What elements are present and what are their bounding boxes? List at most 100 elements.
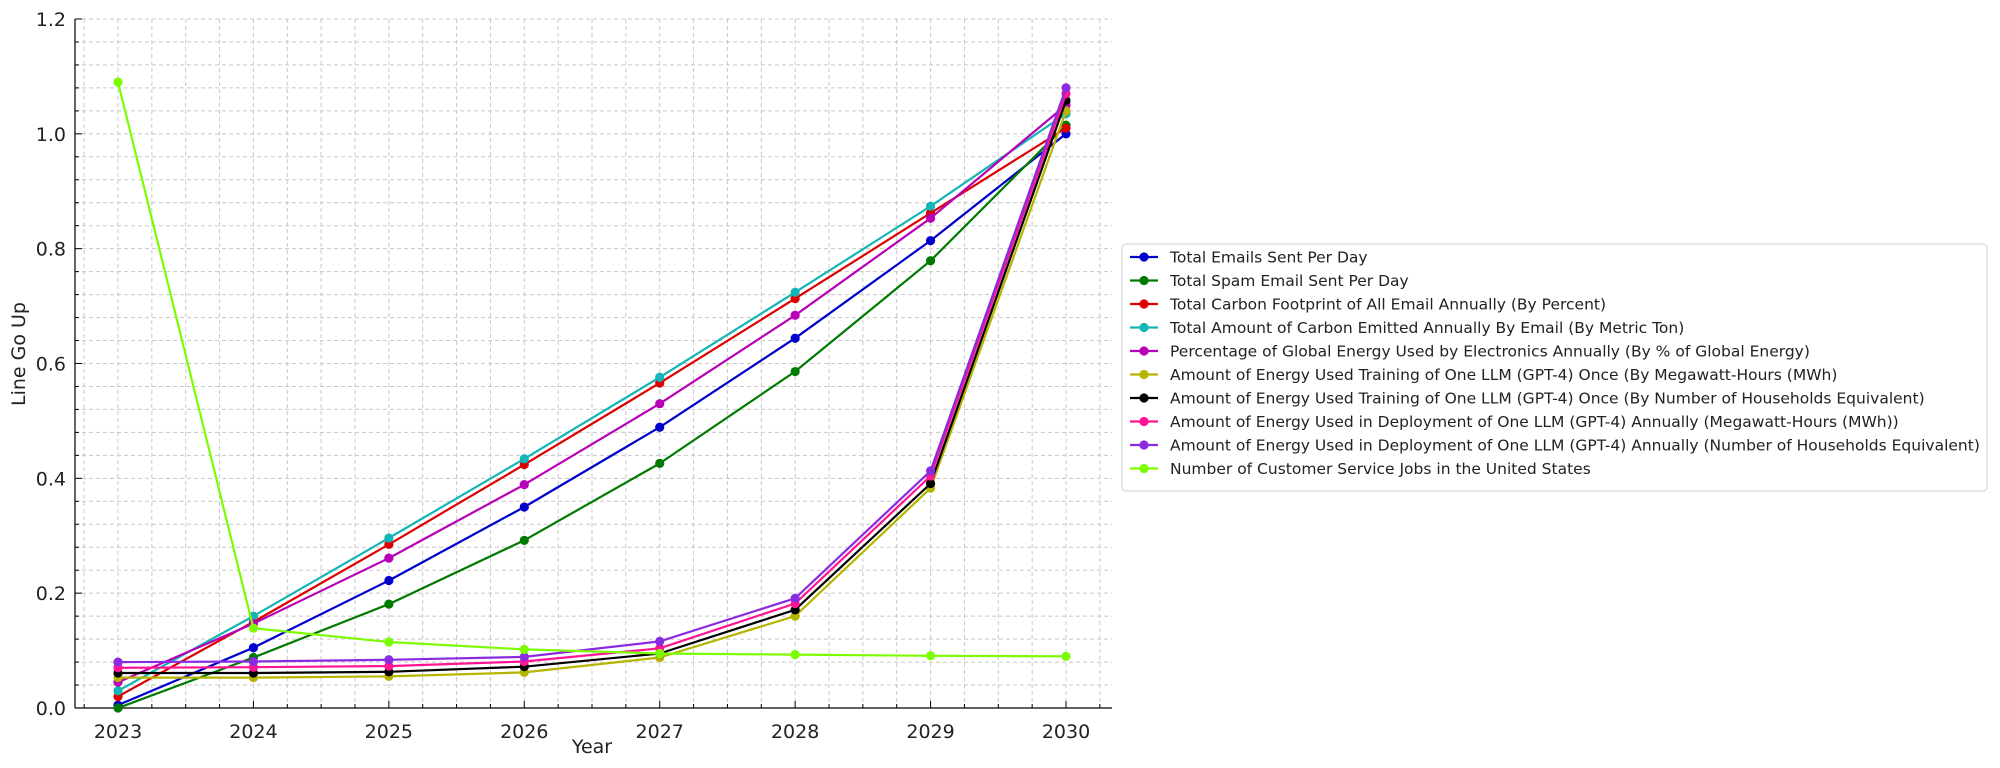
series-line: [117, 132, 1067, 707]
series-line: [117, 104, 1067, 684]
data-point: [655, 399, 665, 409]
legend-entry: Amount of Energy Used in Deployment of O…: [1130, 437, 1980, 455]
legend-label: Total Emails Sent Per Day: [1169, 249, 1368, 267]
y-tick-label: 1.2: [36, 9, 66, 31]
y-tick-label: 0.4: [36, 468, 66, 490]
x-axis-label: Year: [571, 736, 612, 758]
data-point: [790, 294, 800, 304]
legend-marker: [1139, 463, 1149, 474]
data-point: [248, 623, 259, 633]
data-point: [925, 256, 936, 266]
legend-entry: Total Carbon Footprint of All Email Annu…: [1130, 296, 1606, 314]
legend-marker: [1139, 275, 1149, 286]
data-point: [384, 575, 394, 586]
legend-entry: Total Emails Sent Per Day: [1130, 249, 1368, 267]
x-tick-label: 2024: [229, 721, 277, 743]
data-point: [925, 213, 936, 223]
legend-entry: Amount of Energy Used Training of One LL…: [1130, 390, 1925, 408]
x-tick-label: 2025: [365, 721, 413, 743]
series-line: [118, 100, 1068, 675]
data-point: [519, 652, 529, 662]
data-point: [384, 637, 394, 647]
legend-label: Amount of Energy Used Training of One LL…: [1170, 390, 1925, 408]
legend-marker: [1139, 346, 1149, 356]
legend-marker: [1139, 440, 1149, 450]
legend-label: Number of Customer Service Jobs in the U…: [1170, 460, 1591, 478]
series-4: [113, 109, 1071, 696]
legend-entry: Percentage of Global Energy Used by Elec…: [1130, 343, 1810, 361]
data-point: [519, 644, 529, 655]
grid: [75, 18, 1112, 709]
legend-marker: [1139, 299, 1149, 309]
legend-label: Total Amount of Carbon Emitted Annually …: [1169, 319, 1684, 337]
y-tick-label: 0.8: [36, 239, 66, 261]
data-point: [790, 310, 800, 320]
data-point: [655, 422, 665, 432]
legend-frame: [1121, 243, 1988, 492]
legend: Total Emails Sent Per Day Total Spam Emai…: [1121, 243, 1988, 492]
legend-entry: Total Amount of Carbon Emitted Annually …: [1130, 319, 1684, 337]
data-point: [790, 593, 800, 603]
legend-label: Percentage of Global Energy Used by Elec…: [1170, 343, 1810, 361]
data-point: [655, 636, 665, 646]
data-point: [384, 533, 394, 543]
data-point: [925, 651, 936, 661]
legend-entry: Total Spam Email Sent Per Day: [1130, 272, 1409, 290]
series-line: [117, 112, 1067, 692]
legend-marker: [1139, 416, 1149, 427]
y-tick-label: 0.2: [36, 583, 66, 605]
data-point: [655, 372, 665, 382]
data-point: [925, 201, 936, 211]
axes: [74, 18, 1112, 709]
legend-marker: [1139, 393, 1149, 403]
x-tick-label: 2030: [1042, 721, 1090, 743]
legend-entry: Number of Customer Service Jobs in the U…: [1130, 460, 1591, 478]
series-line: [117, 124, 1067, 710]
data-point: [519, 480, 529, 490]
data-point: [113, 657, 123, 667]
legend-entry: Amount of Energy Used Training of One LL…: [1130, 366, 1837, 384]
legend-marker: [1139, 322, 1149, 333]
data-point: [384, 655, 394, 665]
data-point: [655, 458, 665, 469]
x-tick-label: 2023: [94, 721, 142, 743]
series-line: [118, 110, 1068, 679]
series-line: [117, 93, 1068, 669]
data-point: [113, 703, 123, 713]
legend-label: Total Spam Email Sent Per Day: [1169, 272, 1409, 290]
series-lines: [113, 77, 1071, 713]
data-point: [1061, 83, 1071, 93]
data-point: [519, 502, 529, 512]
tick-labels: 0.0 0.2 0.4 0.6 0.8 1.0 1.2 2023 2024 2025 2026 202…: [36, 9, 1090, 743]
x-tick-label: 2026: [500, 721, 548, 743]
x-tick-label: 2027: [636, 721, 684, 743]
data-point: [925, 236, 936, 246]
data-point: [790, 611, 800, 621]
data-point: [655, 648, 665, 659]
data-point: [790, 650, 800, 660]
data-point: [248, 656, 259, 667]
data-point: [790, 287, 800, 297]
legend-marker: [1139, 252, 1149, 262]
data-point: [790, 605, 800, 615]
data-point: [248, 643, 259, 653]
y-axis-label: Line Go Up: [8, 302, 30, 406]
series-line: [116, 81, 1067, 658]
legend-marker: [1139, 369, 1149, 380]
data-point: [790, 333, 800, 343]
legend-entry: Amount of Energy Used in Deployment of O…: [1130, 413, 1899, 431]
data-point: [384, 539, 394, 549]
y-tick-label: 1.0: [36, 124, 66, 146]
data-point: [925, 478, 936, 489]
x-tick-label: 2029: [906, 721, 954, 743]
data-point: [1061, 123, 1071, 133]
data-point: [113, 77, 123, 87]
legend-label: Total Carbon Footprint of All Email Annu…: [1169, 296, 1606, 314]
data-point: [925, 466, 936, 476]
series-10: [113, 77, 1071, 661]
legend-label: Amount of Energy Used in Deployment of O…: [1170, 413, 1899, 431]
data-point: [384, 599, 394, 609]
legend-label: Amount of Energy Used in Deployment of O…: [1170, 437, 1980, 455]
